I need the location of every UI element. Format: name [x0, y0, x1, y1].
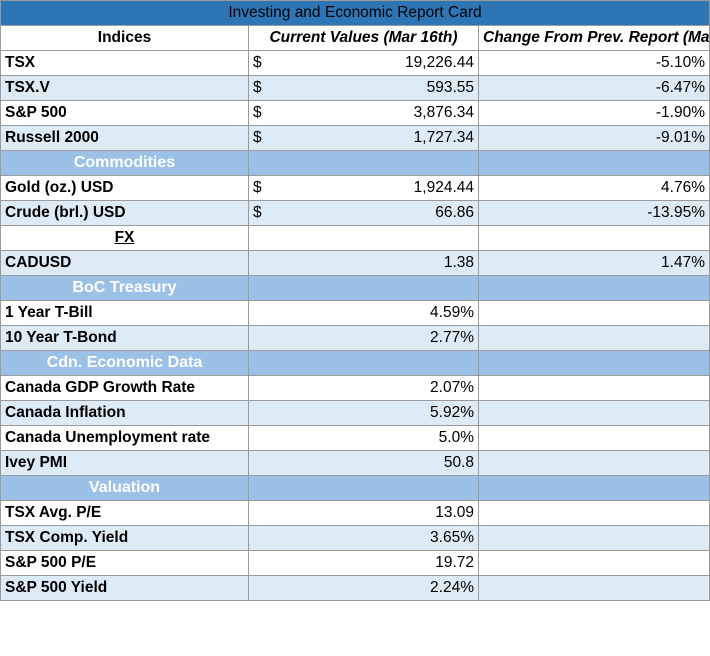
value-cell: 2.24%: [248, 575, 479, 601]
value-cell: $3,876.34: [248, 100, 479, 126]
table-row: Russell 2000 $1,727.34 -9.01%: [0, 125, 710, 151]
value: 19,226.44: [405, 54, 474, 71]
value-cell: $1,727.34: [248, 125, 479, 151]
row-label: S&P 500 Yield: [0, 575, 249, 601]
section-header-econ: Cdn. Economic Data: [0, 350, 710, 376]
section-title: Commodities: [0, 150, 249, 176]
value-cell: 4.59%: [248, 300, 479, 326]
row-label: TSX Comp. Yield: [0, 525, 249, 551]
change-cell: -1.90%: [478, 100, 710, 126]
change-cell: -13.95%: [478, 200, 710, 226]
currency-symbol: $: [253, 179, 262, 196]
table-row: Canada GDP Growth Rate 2.07%: [0, 375, 710, 401]
report-card-table: Investing and Economic Report Card Indic…: [0, 0, 710, 601]
table-row: Crude (brl.) USD $66.86 -13.95%: [0, 200, 710, 226]
section-header-valuation: Valuation: [0, 475, 710, 501]
value-cell: 2.77%: [248, 325, 479, 351]
section-title: FX: [0, 225, 249, 251]
table-row: TSX $19,226.44 -5.10%: [0, 50, 710, 76]
row-label: TSX Avg. P/E: [0, 500, 249, 526]
value-cell: $1,924.44: [248, 175, 479, 201]
row-label: Gold (oz.) USD: [0, 175, 249, 201]
section-title: Cdn. Economic Data: [0, 350, 249, 376]
row-label: Canada GDP Growth Rate: [0, 375, 249, 401]
table-row: Gold (oz.) USD $1,924.44 4.76%: [0, 175, 710, 201]
table-row: Canada Inflation 5.92%: [0, 400, 710, 426]
header-indices: Indices: [0, 25, 249, 51]
table-row: S&P 500 $3,876.34 -1.90%: [0, 100, 710, 126]
row-label: Canada Unemployment rate: [0, 425, 249, 451]
row-label: CADUSD: [0, 250, 249, 276]
value: 593.55: [426, 79, 474, 96]
currency-symbol: $: [253, 54, 262, 71]
section-header-commodities: Commodities: [0, 150, 710, 176]
row-label: 10 Year T-Bond: [0, 325, 249, 351]
value: 3,876.34: [413, 104, 474, 121]
value: 1,924.44: [413, 179, 474, 196]
change-cell: 1.47%: [478, 250, 710, 276]
currency-symbol: $: [253, 79, 262, 96]
value-cell: 3.65%: [248, 525, 479, 551]
value: 66.86: [435, 204, 474, 221]
row-label: TSX: [0, 50, 249, 76]
report-title: Investing and Economic Report Card: [0, 0, 710, 26]
section-title: Valuation: [0, 475, 249, 501]
table-row: Ivey PMI 50.8: [0, 450, 710, 476]
row-label: S&P 500: [0, 100, 249, 126]
value-cell: 13.09: [248, 500, 479, 526]
value: 1,727.34: [413, 129, 474, 146]
table-row: TSX Avg. P/E 13.09: [0, 500, 710, 526]
currency-symbol: $: [253, 129, 262, 146]
title-row: Investing and Economic Report Card: [0, 0, 710, 26]
section-header-boc: BoC Treasury: [0, 275, 710, 301]
section-title: BoC Treasury: [0, 275, 249, 301]
value-cell: 2.07%: [248, 375, 479, 401]
row-label: Canada Inflation: [0, 400, 249, 426]
header-row: Indices Current Values (Mar 16th) Change…: [0, 25, 710, 51]
table-row: TSX.V $593.55 -6.47%: [0, 75, 710, 101]
row-label: Russell 2000: [0, 125, 249, 151]
value-cell: 1.38: [248, 250, 479, 276]
table-row: TSX Comp. Yield 3.65%: [0, 525, 710, 551]
value-cell: $593.55: [248, 75, 479, 101]
row-label: Crude (brl.) USD: [0, 200, 249, 226]
currency-symbol: $: [253, 204, 262, 221]
value-cell: $19,226.44: [248, 50, 479, 76]
change-cell: 4.76%: [478, 175, 710, 201]
value-cell: $66.86: [248, 200, 479, 226]
value-cell: 50.8: [248, 450, 479, 476]
row-label: TSX.V: [0, 75, 249, 101]
currency-symbol: $: [253, 104, 262, 121]
table-row: S&P 500 P/E 19.72: [0, 550, 710, 576]
change-cell: -9.01%: [478, 125, 710, 151]
row-label: S&P 500 P/E: [0, 550, 249, 576]
table-row: CADUSD 1.38 1.47%: [0, 250, 710, 276]
change-cell: -5.10%: [478, 50, 710, 76]
table-row: 1 Year T-Bill 4.59%: [0, 300, 710, 326]
value-cell: 5.92%: [248, 400, 479, 426]
table-row: 10 Year T-Bond 2.77%: [0, 325, 710, 351]
value-cell: 5.0%: [248, 425, 479, 451]
header-current-values: Current Values (Mar 16th): [248, 25, 479, 51]
table-row: S&P 500 Yield 2.24%: [0, 575, 710, 601]
section-header-fx: FX: [0, 225, 710, 251]
change-cell: -6.47%: [478, 75, 710, 101]
row-label: Ivey PMI: [0, 450, 249, 476]
header-change: Change From Prev. Report (Mar 2nd): [478, 25, 710, 51]
table-row: Canada Unemployment rate 5.0%: [0, 425, 710, 451]
value-cell: 19.72: [248, 550, 479, 576]
row-label: 1 Year T-Bill: [0, 300, 249, 326]
